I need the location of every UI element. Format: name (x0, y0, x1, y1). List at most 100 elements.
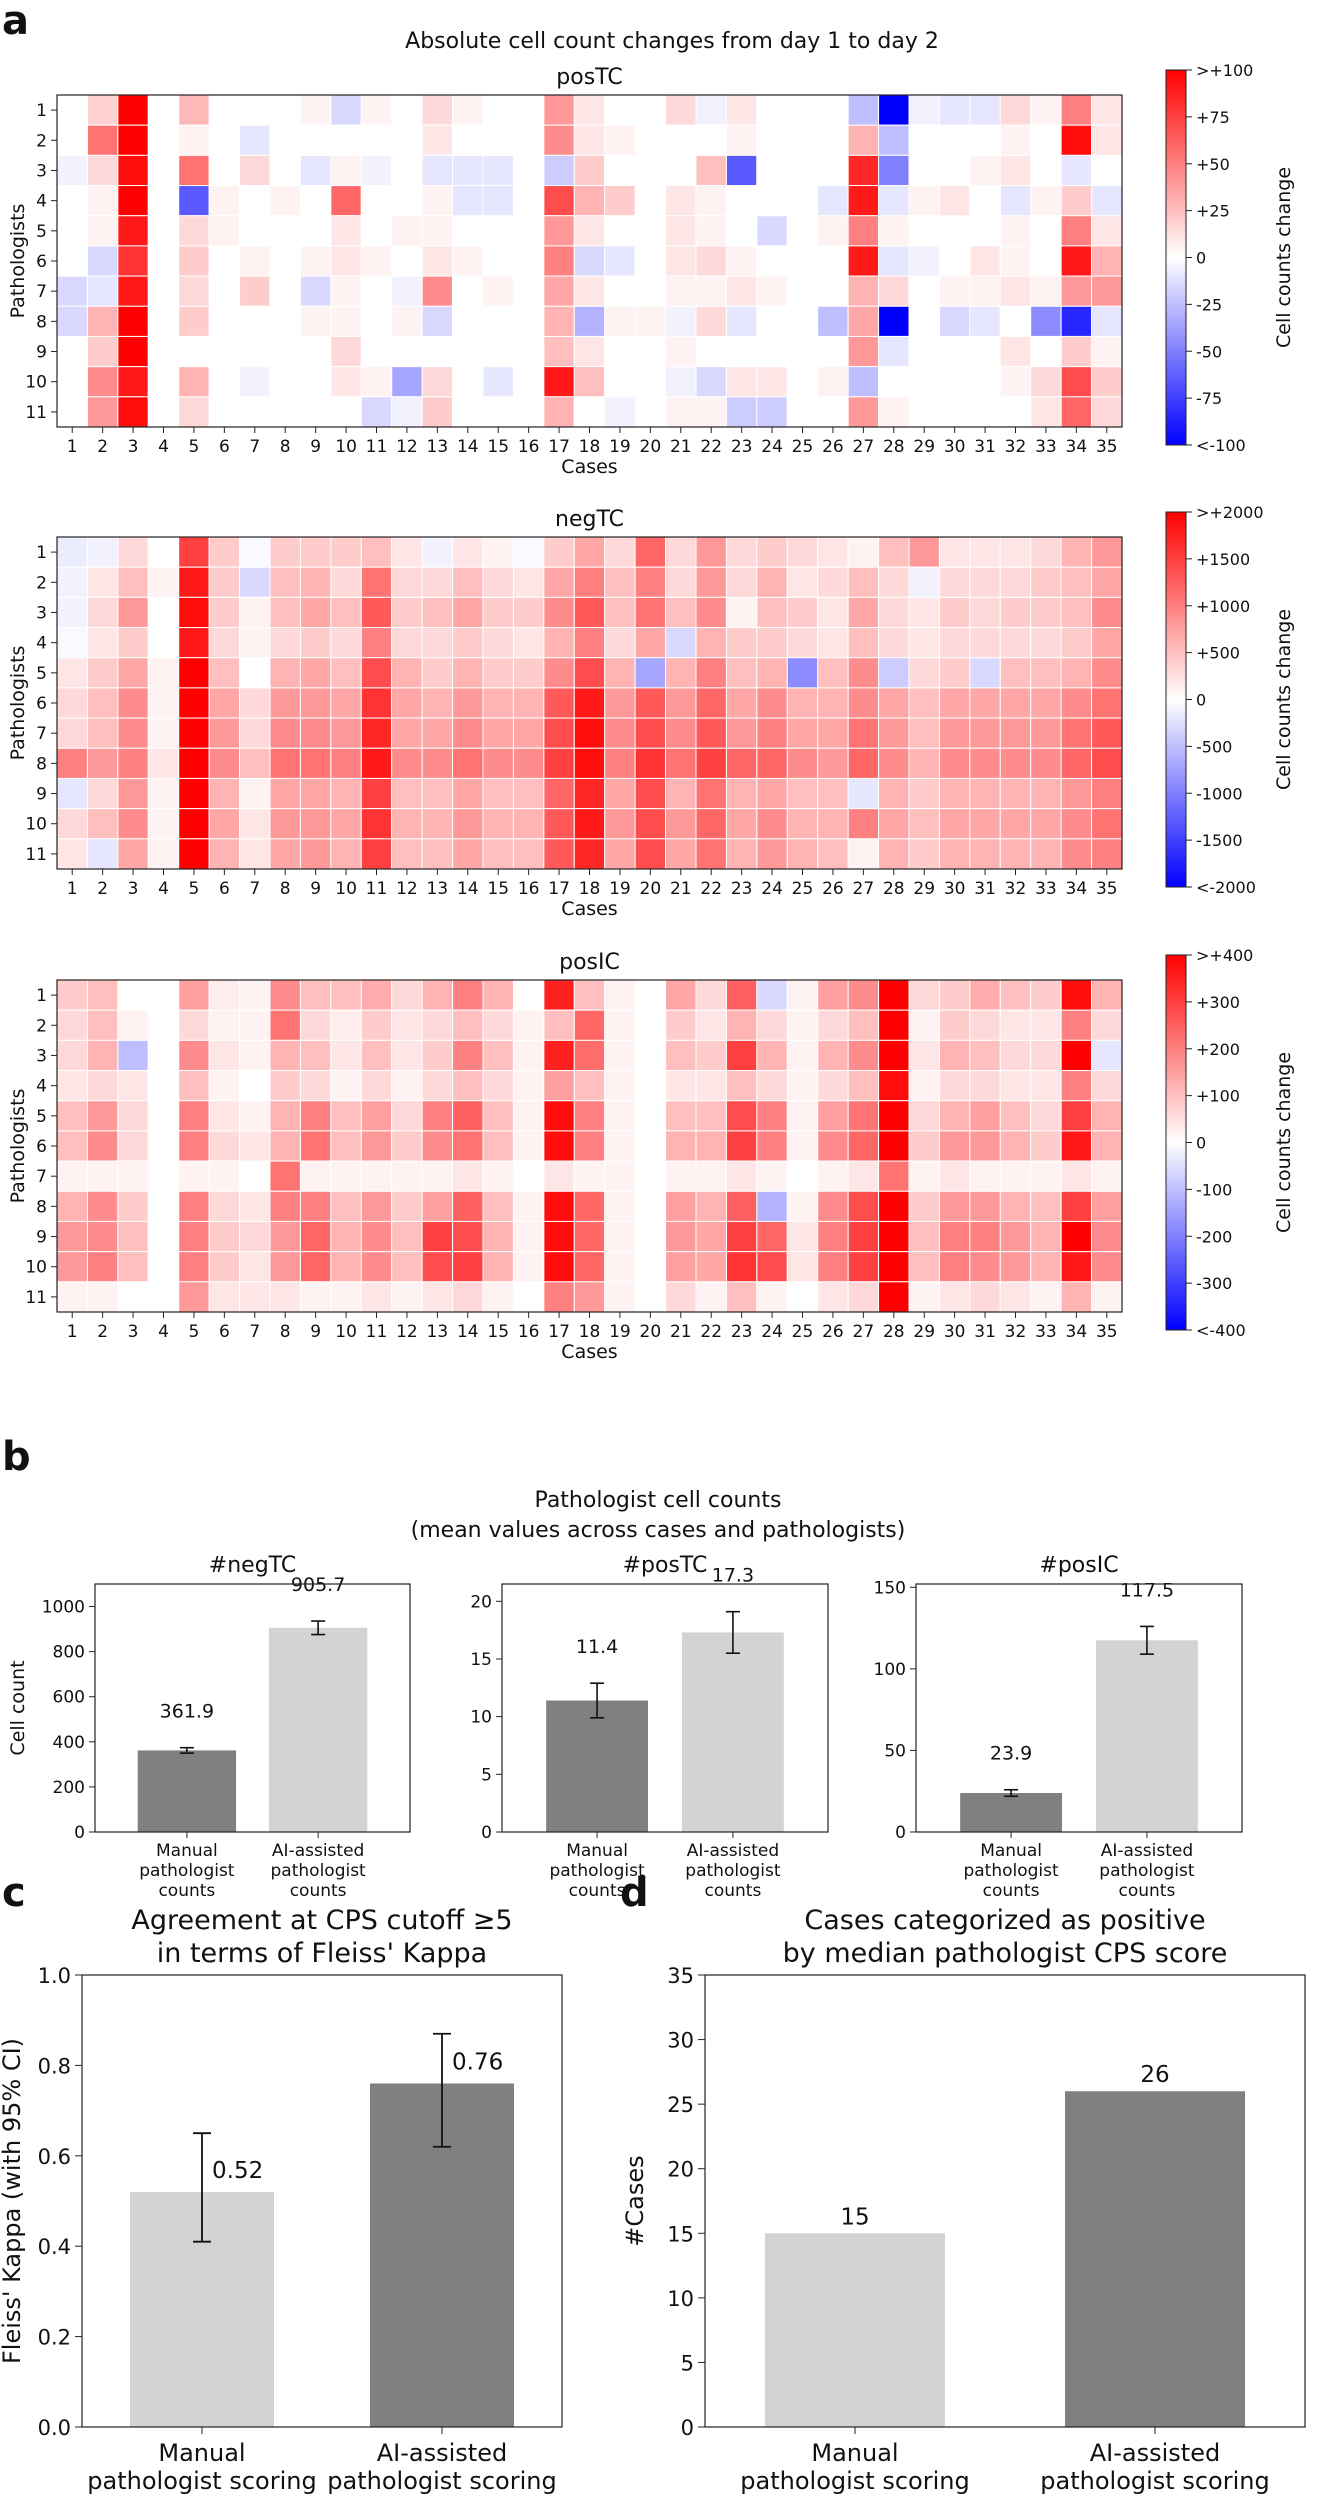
heatmap-cell (178, 979, 210, 1011)
heatmap-cell (56, 808, 88, 840)
heatmap-cell (969, 154, 1001, 187)
heatmap-cell (1030, 687, 1062, 719)
heatmap-xtick-label: 11 (366, 879, 388, 899)
heatmap-cell (1091, 215, 1123, 247)
heatmap-cell (817, 124, 849, 156)
heatmap-cell (756, 687, 788, 719)
heatmap-cell (360, 1251, 393, 1283)
heatmap-cell (908, 596, 940, 629)
heatmap-ytick-label: 11 (25, 403, 47, 423)
heatmap-cell (421, 566, 454, 598)
heatmap-cell (482, 747, 514, 779)
heatmap-cell (847, 1070, 880, 1102)
heatmap-cell (147, 687, 180, 719)
heatmap-cell (360, 1070, 393, 1102)
heatmap-cell (269, 1190, 301, 1222)
heatmap-cell (482, 1130, 514, 1162)
heatmap-cell (178, 185, 210, 217)
heatmap-cell (117, 215, 149, 247)
heatmap-cell (178, 627, 210, 659)
heatmap-cell (604, 777, 636, 810)
heatmap-cell (86, 1160, 119, 1192)
heatmap-xtick-label: 10 (335, 1322, 357, 1342)
heatmap-cell (299, 1070, 332, 1102)
heatmap-cell (908, 366, 940, 398)
heatmap-cell (1091, 335, 1123, 368)
heatmap-cell (725, 1220, 758, 1253)
heatmap-cell (543, 94, 575, 126)
heatmap-title-negtc: negTC (555, 507, 624, 532)
heatmap-cell (665, 94, 697, 126)
heatmap-cell (847, 687, 880, 719)
heatmap-cell (543, 1130, 575, 1162)
heatmap-cell (1091, 536, 1123, 568)
heatmap-cell (573, 1160, 606, 1192)
heatmap-cell (299, 1009, 332, 1041)
heatmap-cell (360, 1190, 393, 1222)
heatmap-cell (969, 245, 1001, 277)
heatmap-cell (847, 245, 880, 277)
heatmap-xtick-label: 19 (609, 879, 631, 899)
heatmap-cell (938, 305, 971, 337)
heatmap-ytick-label: 6 (36, 694, 47, 714)
heatmap-cell (665, 1070, 697, 1102)
heatmap-xtick-label: 35 (1096, 1322, 1118, 1342)
heatmap-cell (1091, 305, 1123, 337)
heatmap-cell (299, 124, 332, 156)
heatmap-cell (634, 627, 667, 659)
heatmap-cell (330, 335, 362, 368)
heatmap-cell (239, 1220, 271, 1253)
heatmap-xtick-label: 7 (249, 437, 260, 457)
heatmap-cell (756, 777, 788, 810)
heatmap-xtick-label: 27 (853, 879, 875, 899)
heatmap-cell (208, 366, 241, 398)
colorbar-tick-label: +100 (1196, 1087, 1240, 1106)
bar-ytick-label: 10 (667, 2287, 694, 2311)
heatmap-xtick-label: 3 (128, 1322, 139, 1342)
heatmap-cell (56, 838, 88, 870)
heatmap-xtick-label: 15 (487, 879, 509, 899)
heatmap-cell (938, 1160, 971, 1192)
heatmap-cell (543, 1039, 575, 1072)
heatmap-cell (86, 1281, 119, 1313)
heatmap-cell (1091, 1130, 1123, 1162)
heatmap-cell (330, 1160, 362, 1192)
heatmap-xtick-label: 29 (913, 437, 935, 457)
bar-xtick-label: pathologist (685, 1861, 781, 1881)
bar-ytick-label: 0.2 (38, 2326, 71, 2350)
bar-ytick-label: 200 (53, 1778, 85, 1798)
heatmap-cell (817, 979, 849, 1011)
heatmap-cell (1030, 366, 1062, 398)
heatmap-cell (1030, 1009, 1062, 1041)
heatmap-cell (452, 566, 484, 598)
heatmap-cell (86, 596, 119, 629)
heatmap-cell (482, 305, 514, 337)
heatmap-cell (239, 154, 271, 187)
heatmap-cell (391, 747, 423, 779)
heatmap-xtick-label: 11 (366, 437, 388, 457)
heatmap-xtick-label: 9 (310, 879, 321, 899)
heatmap-cell (786, 979, 819, 1011)
heatmap-xtick-label: 10 (335, 879, 357, 899)
heatmap-cell (725, 808, 758, 840)
heatmap-ytick-label: 5 (36, 1107, 47, 1127)
heatmap-cell (512, 1281, 545, 1313)
heatmap-cell (269, 366, 301, 398)
heatmap-cell (452, 305, 484, 337)
heatmap-cell (421, 1251, 454, 1283)
heatmap-cell (786, 245, 819, 277)
heatmap-cell (665, 1251, 697, 1283)
heatmap-ytick-label: 5 (36, 664, 47, 684)
heatmap-cell (391, 124, 423, 156)
heatmap-cell (725, 94, 758, 126)
heatmap-cell (1091, 747, 1123, 779)
colorbar-tick-label: -500 (1196, 737, 1232, 756)
colorbar-tick-label: -100 (1196, 1180, 1232, 1199)
bar-xtick-label: pathologist (549, 1861, 645, 1881)
heatmap-cell (969, 657, 1001, 689)
heatmap-xtick-label: 25 (792, 879, 814, 899)
heatmap-cell (938, 838, 971, 870)
bar-chart-title: #posIC (1039, 1553, 1118, 1578)
heatmap-cell (969, 979, 1001, 1011)
heatmap-xtick-label: 28 (883, 437, 905, 457)
